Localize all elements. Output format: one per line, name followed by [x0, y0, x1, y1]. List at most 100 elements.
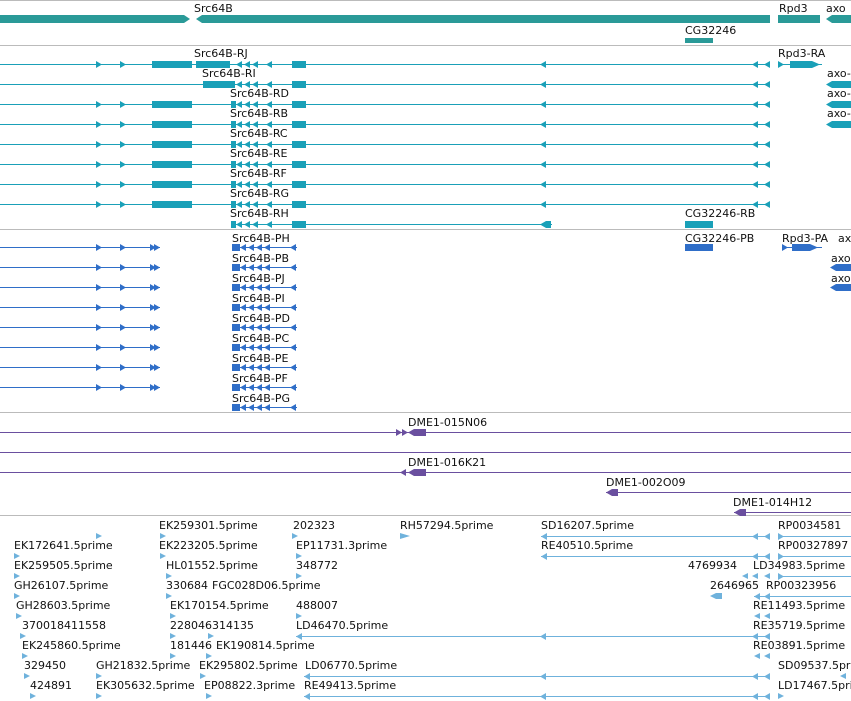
- est-marker[interactable]: [200, 673, 206, 679]
- est-marker[interactable]: [166, 593, 172, 599]
- est-marker[interactable]: [20, 633, 26, 639]
- protein-label: Src64B-PG: [232, 392, 290, 405]
- est-marker[interactable]: [208, 633, 214, 639]
- est-label: FGC028D06.5prime: [212, 579, 321, 592]
- transcript-row-rb[interactable]: [0, 121, 770, 128]
- protein-row-pe[interactable]: [0, 364, 297, 371]
- est-marker[interactable]: [166, 573, 172, 579]
- est-marker[interactable]: [296, 613, 302, 619]
- protein-row-pf[interactable]: [0, 384, 297, 391]
- transcript-axo-2[interactable]: [826, 101, 851, 108]
- est-marker[interactable]: [296, 573, 302, 579]
- est-marker[interactable]: [14, 553, 20, 559]
- est-marker[interactable]: [764, 613, 770, 619]
- est-marker[interactable]: [400, 533, 410, 539]
- protein-label: Src64B-PC: [232, 332, 289, 345]
- protein-label: Src64B-PF: [232, 372, 288, 385]
- est-labels: EK259301.5prime 202323 RH57294.5prime SD…: [14, 519, 851, 692]
- est-marker[interactable]: [206, 693, 212, 699]
- est-marker[interactable]: [160, 553, 166, 559]
- est-rp00327897[interactable]: [778, 553, 851, 560]
- protein-label: Src64B-PI: [232, 292, 285, 305]
- transcript-rpd3-ra[interactable]: [778, 61, 822, 68]
- transcript-row-rd[interactable]: [0, 101, 770, 108]
- est-ld34983[interactable]: [778, 573, 851, 580]
- est-marker[interactable]: [170, 613, 176, 619]
- protein-row-pj[interactable]: [0, 284, 297, 291]
- transcript-label: Src64B-RG: [230, 187, 289, 200]
- protein-cg32246-pb-bar[interactable]: [685, 244, 713, 251]
- clone-dme1-002o09[interactable]: [606, 489, 851, 496]
- est-marker[interactable]: [170, 653, 176, 659]
- transcript-row-rc[interactable]: [0, 141, 770, 148]
- gene-cg32246-bar[interactable]: [685, 38, 713, 43]
- protein-axo-1[interactable]: [830, 264, 851, 271]
- est-marker[interactable]: [16, 613, 22, 619]
- transcript-row-re[interactable]: [0, 161, 770, 168]
- clone-dme1-014h12[interactable]: [734, 509, 851, 516]
- est-label: EK190814.5prime: [216, 639, 315, 652]
- est-label: 488007: [296, 599, 338, 612]
- est-re49413[interactable]: [304, 693, 770, 700]
- transcript-row-rf[interactable]: [0, 181, 770, 188]
- est-marker[interactable]: [14, 573, 20, 579]
- est-ld06770[interactable]: [304, 673, 770, 680]
- est-ld46470[interactable]: [296, 633, 770, 640]
- est-label: RP00327897: [778, 539, 848, 552]
- est-label: 2646965: [710, 579, 759, 592]
- est-marker[interactable]: [96, 673, 102, 679]
- est-marker[interactable]: [206, 653, 212, 659]
- transcript-row-rh[interactable]: [231, 221, 552, 228]
- protein-rpd3-pa[interactable]: [782, 244, 822, 251]
- est-marker[interactable]: [170, 633, 176, 639]
- protein-label: axo: [831, 272, 851, 285]
- gene-src64b-bar-2[interactable]: [196, 15, 770, 23]
- protein-row-pb[interactable]: [0, 264, 297, 271]
- est-marker[interactable]: [764, 653, 770, 659]
- est-re40510[interactable]: [541, 553, 770, 560]
- clone-dme1-016k21-row[interactable]: [0, 469, 851, 476]
- est-sd16207[interactable]: [541, 533, 770, 540]
- est-marker[interactable]: [24, 673, 30, 679]
- protein-row-pc[interactable]: [0, 344, 297, 351]
- est-label: RE40510.5prime: [541, 539, 633, 552]
- gene-axo-bar[interactable]: [826, 15, 851, 23]
- est-label: 228046: [170, 619, 212, 632]
- protein-axo-2[interactable]: [830, 284, 851, 291]
- gene-src64b-bar[interactable]: [0, 15, 190, 23]
- transcript-row-rg[interactable]: [0, 201, 770, 208]
- protein-labels: Src64B-PH Src64B-PB Src64B-PJ Src64B-PI …: [232, 232, 851, 405]
- est-marker[interactable]: [160, 533, 166, 539]
- protein-row-pi[interactable]: [0, 304, 297, 311]
- transcript-row-ri[interactable]: [0, 81, 770, 88]
- protein-label: Src64B-PE: [232, 352, 288, 365]
- est-marker[interactable]: [752, 573, 758, 579]
- est-label: EK295802.5prime: [199, 659, 298, 672]
- est-marker[interactable]: [754, 613, 760, 619]
- est-marker[interactable]: [764, 573, 770, 579]
- est-marker[interactable]: [296, 553, 302, 559]
- est-rp0034581[interactable]: [778, 533, 851, 540]
- transcript-cg32246-rb-bar[interactable]: [685, 221, 713, 228]
- protein-row-pd[interactable]: [0, 324, 297, 331]
- est-marker[interactable]: [292, 533, 298, 539]
- gene-rpd3-bar[interactable]: [778, 15, 820, 23]
- est-marker[interactable]: [742, 573, 748, 579]
- est-marker[interactable]: [30, 693, 36, 699]
- protein-row-pg[interactable]: [232, 404, 297, 411]
- clone-dme1-015n06[interactable]: [0, 429, 851, 436]
- transcript-row-rj[interactable]: [0, 61, 770, 68]
- est-marker[interactable]: [778, 693, 784, 699]
- gene-label-rpd3: Rpd3: [779, 2, 808, 15]
- est-marker[interactable]: [710, 593, 722, 599]
- est-marker[interactable]: [840, 673, 846, 679]
- est-rp00323956[interactable]: [754, 593, 851, 600]
- transcript-axo-3[interactable]: [826, 121, 851, 128]
- est-marker[interactable]: [754, 653, 760, 659]
- est-marker[interactable]: [96, 693, 102, 699]
- est-marker[interactable]: [96, 533, 102, 539]
- est-marker[interactable]: [14, 593, 20, 599]
- protein-row-ph[interactable]: [0, 244, 297, 251]
- transcript-axo-1[interactable]: [826, 81, 851, 88]
- est-marker[interactable]: [22, 653, 28, 659]
